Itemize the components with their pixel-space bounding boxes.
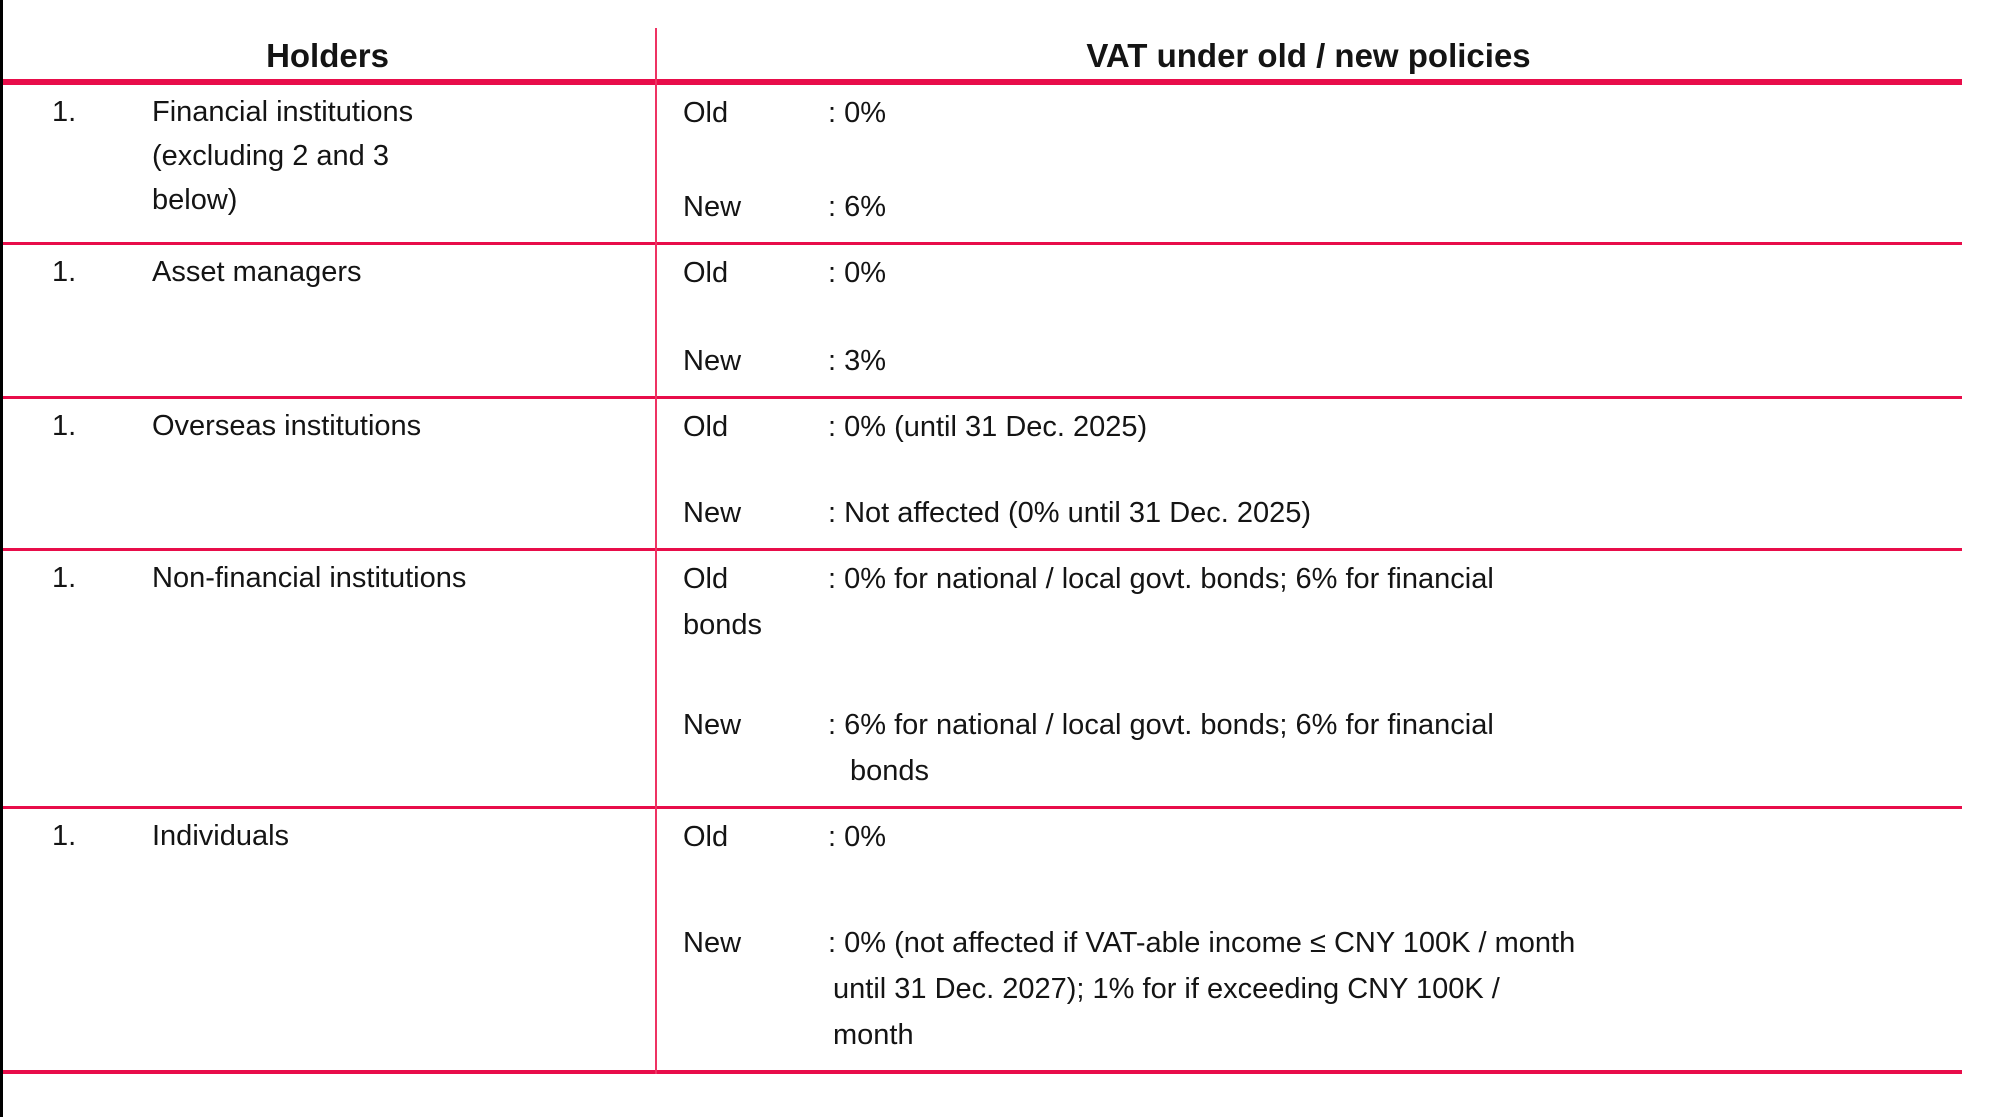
old-value: : 0% <box>828 257 887 289</box>
holder-cell: 1. Overseas institutions <box>0 399 655 548</box>
old-value: : 0% <box>828 821 887 853</box>
table-header-row: Holders VAT under old / new policies <box>0 0 1962 85</box>
new-value: : 6% for national / local govt. bonds; 6… <box>828 709 1494 741</box>
holder-name: Financial institutions (excluding 2 and … <box>152 90 413 242</box>
vat-cell: Old : 0% (until 31 Dec. 2025) New : Not … <box>655 399 1962 548</box>
new-value-continuation: bonds <box>850 755 930 787</box>
column-divider-line <box>655 28 657 1074</box>
table-row: 1. Financial institutions (excluding 2 a… <box>0 85 1962 245</box>
vat-cell: Old : 0% New : 6% <box>655 85 1962 242</box>
new-policy-block: New : 6% for national / local govt. bond… <box>683 702 1942 794</box>
new-policy-block: New : 0% (not affected if VAT-able incom… <box>683 920 1942 1058</box>
new-value: : Not affected (0% until 31 Dec. 2025) <box>828 497 1312 529</box>
table-row: 1. Individuals Old : 0% New : 0% (not af… <box>0 809 1962 1074</box>
new-policy-line: New : 6% for national / local govt. bond… <box>683 702 1942 748</box>
old-label: Old <box>683 411 729 443</box>
vat-policy-table: Holders VAT under old / new policies 1. … <box>0 0 1962 1074</box>
old-value-continuation: bonds <box>683 609 763 641</box>
old-value: : 0% (until 31 Dec. 2025) <box>828 411 1148 443</box>
holder-line: (excluding 2 and 3 <box>152 140 389 172</box>
vat-cell: Old : 0% New : 3% <box>655 245 1962 396</box>
old-value: : 0% for national / local govt. bonds; 6… <box>828 563 1494 595</box>
old-label: Old <box>683 97 729 129</box>
row-number: 1. <box>52 562 77 594</box>
holder-name: Overseas institutions <box>152 410 422 442</box>
new-value: : 0% (not affected if VAT-able income ≤ … <box>828 927 1576 959</box>
holder-name: Asset managers <box>152 256 362 288</box>
old-value: : 0% <box>828 97 887 129</box>
holder-cell: 1. Asset managers <box>0 245 655 396</box>
new-label: New <box>683 927 742 959</box>
old-policy-line: Old : 0% for national / local govt. bond… <box>683 556 1942 602</box>
old-policy-line: Old : 0% (until 31 Dec. 2025) <box>683 404 1942 450</box>
new-value-continuation: until 31 Dec. 2027); 1% for if exceeding… <box>833 973 1500 1005</box>
holder-line: Financial institutions <box>152 96 414 128</box>
new-policy-line: New : Not affected (0% until 31 Dec. 202… <box>683 490 1942 536</box>
new-value: : 6% <box>828 191 887 223</box>
vat-cell: Old : 0% for national / local govt. bond… <box>655 551 1962 806</box>
old-policy-line: Old : 0% <box>683 250 1942 296</box>
old-label: Old <box>683 821 729 853</box>
holder-cell: 1. Financial institutions (excluding 2 a… <box>0 85 655 242</box>
new-label: New <box>683 709 742 741</box>
holder-name: Non-financial institutions <box>152 562 467 594</box>
table-row: 1. Overseas institutions Old : 0% (until… <box>0 399 1962 551</box>
holder-name: Individuals <box>152 820 290 852</box>
header-vat-policies: VAT under old / new policies <box>1086 37 1531 74</box>
row-number: 1. <box>52 410 77 442</box>
old-label: Old <box>683 563 729 595</box>
old-policy-block: Old : 0% for national / local govt. bond… <box>683 556 1942 648</box>
row-number: 1. <box>52 96 77 128</box>
table-row: 1. Asset managers Old : 0% New : 3% <box>0 245 1962 399</box>
new-label: New <box>683 345 742 377</box>
row-number: 1. <box>52 256 77 288</box>
new-value: : 3% <box>828 345 887 377</box>
table-left-border <box>0 0 3 1117</box>
old-label: Old <box>683 257 729 289</box>
new-label: New <box>683 497 742 529</box>
row-number: 1. <box>52 820 77 852</box>
new-label: New <box>683 191 742 223</box>
old-policy-line: Old : 0% <box>683 814 1942 860</box>
new-value-continuation: month <box>833 1019 914 1051</box>
holder-cell: 1. Individuals <box>0 809 655 1070</box>
vat-cell: Old : 0% New : 0% (not affected if VAT-a… <box>655 809 1962 1070</box>
new-policy-line: New : 3% <box>683 338 1942 384</box>
header-holders: Holders <box>266 37 389 74</box>
holder-cell: 1. Non-financial institutions <box>0 551 655 806</box>
new-policy-line: New : 0% (not affected if VAT-able incom… <box>683 920 1942 966</box>
new-policy-line: New : 6% <box>683 184 1942 230</box>
old-policy-line: Old : 0% <box>683 90 1942 136</box>
holder-line: below) <box>152 184 238 216</box>
table-row: 1. Non-financial institutions Old : 0% f… <box>0 551 1962 809</box>
